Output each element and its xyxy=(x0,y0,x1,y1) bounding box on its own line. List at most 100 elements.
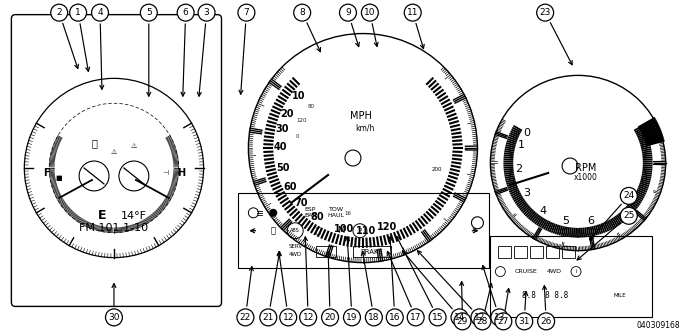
Bar xyxy=(562,246,575,258)
Text: 040309168: 040309168 xyxy=(637,321,681,330)
Text: 22: 22 xyxy=(240,313,251,322)
Circle shape xyxy=(404,4,421,21)
Text: 4WD: 4WD xyxy=(547,269,561,274)
Text: 6: 6 xyxy=(183,8,188,17)
Circle shape xyxy=(386,309,403,326)
Text: 14°F: 14°F xyxy=(121,211,147,221)
Text: 24: 24 xyxy=(623,191,634,200)
Text: BAS: BAS xyxy=(304,213,316,218)
Text: 70: 70 xyxy=(295,198,308,208)
Text: 7: 7 xyxy=(243,8,249,17)
Text: 19: 19 xyxy=(346,313,358,322)
Circle shape xyxy=(491,309,508,326)
Circle shape xyxy=(451,309,468,326)
Text: 3: 3 xyxy=(523,188,530,198)
Text: TOW: TOW xyxy=(328,207,344,212)
Circle shape xyxy=(538,313,554,330)
Text: ⛽: ⛽ xyxy=(91,138,97,148)
Text: 10: 10 xyxy=(292,91,306,101)
Circle shape xyxy=(344,309,361,326)
Bar xyxy=(238,193,489,268)
Text: 5: 5 xyxy=(562,216,569,226)
Bar xyxy=(316,246,336,257)
Text: ABS: ABS xyxy=(291,228,300,233)
Text: 5: 5 xyxy=(146,8,152,17)
Bar xyxy=(498,246,511,258)
Bar xyxy=(515,246,527,258)
Circle shape xyxy=(237,309,254,326)
Text: i: i xyxy=(575,269,577,274)
Circle shape xyxy=(260,309,277,326)
Text: 21: 21 xyxy=(262,313,274,322)
Circle shape xyxy=(69,4,87,21)
Text: ⊣: ⊣ xyxy=(163,170,169,176)
Text: 4: 4 xyxy=(539,206,546,216)
Text: FM 101.1-10: FM 101.1-10 xyxy=(80,223,148,233)
Circle shape xyxy=(471,309,488,326)
Text: 0: 0 xyxy=(295,134,299,139)
Text: ESP: ESP xyxy=(304,207,316,212)
Text: x1000: x1000 xyxy=(574,173,598,182)
Text: CRUISE: CRUISE xyxy=(515,269,538,274)
Text: 14: 14 xyxy=(454,313,465,322)
Text: 31: 31 xyxy=(519,317,530,326)
Text: 80: 80 xyxy=(310,212,324,221)
Text: 12: 12 xyxy=(474,313,485,322)
Text: 30: 30 xyxy=(109,313,120,322)
Text: 15: 15 xyxy=(432,313,443,322)
Text: BRAKE: BRAKE xyxy=(361,248,383,255)
Circle shape xyxy=(474,313,491,330)
Text: 1: 1 xyxy=(76,8,81,17)
Text: 0: 0 xyxy=(523,128,530,138)
Text: 11: 11 xyxy=(407,8,418,17)
Circle shape xyxy=(300,309,317,326)
Text: 12: 12 xyxy=(282,313,294,322)
Text: M: M xyxy=(337,226,345,235)
Circle shape xyxy=(51,4,67,21)
Circle shape xyxy=(620,207,638,224)
Text: 40: 40 xyxy=(273,142,287,152)
Circle shape xyxy=(269,209,278,217)
Text: 28: 28 xyxy=(477,317,488,326)
Circle shape xyxy=(365,309,383,326)
Text: 🧍: 🧍 xyxy=(315,226,321,235)
Circle shape xyxy=(620,187,638,204)
Circle shape xyxy=(537,4,554,21)
Circle shape xyxy=(407,309,424,326)
Text: 20: 20 xyxy=(324,313,336,322)
Circle shape xyxy=(495,313,512,330)
Text: 16: 16 xyxy=(344,211,352,215)
Text: 80: 80 xyxy=(308,104,315,109)
Text: 18: 18 xyxy=(368,313,380,322)
Circle shape xyxy=(361,4,379,21)
Text: ⚠: ⚠ xyxy=(131,143,137,149)
Text: 1: 1 xyxy=(518,140,525,150)
Text: 4: 4 xyxy=(97,8,103,17)
Text: P: P xyxy=(359,228,361,233)
Circle shape xyxy=(238,4,255,21)
Text: 2: 2 xyxy=(56,8,62,17)
Text: 110: 110 xyxy=(356,226,376,236)
Text: 120: 120 xyxy=(297,119,307,124)
Text: km/h: km/h xyxy=(355,124,374,133)
Circle shape xyxy=(280,309,297,326)
Text: 8: 8 xyxy=(300,8,305,17)
Text: SERV: SERV xyxy=(288,244,302,249)
Text: 9: 9 xyxy=(345,8,351,17)
Text: 16: 16 xyxy=(389,313,401,322)
Text: 200: 200 xyxy=(431,167,442,172)
Text: 12: 12 xyxy=(302,313,314,322)
Circle shape xyxy=(91,4,109,21)
Text: MPH: MPH xyxy=(350,111,372,121)
Circle shape xyxy=(294,4,311,21)
Text: 10: 10 xyxy=(364,8,376,17)
Bar xyxy=(530,246,543,258)
Text: HAUL: HAUL xyxy=(328,213,345,218)
Text: 27: 27 xyxy=(497,317,509,326)
Text: 4WD: 4WD xyxy=(289,252,302,257)
Text: 25: 25 xyxy=(623,211,635,220)
Text: 100: 100 xyxy=(334,224,354,233)
Text: ■: ■ xyxy=(56,175,63,181)
Text: 3: 3 xyxy=(204,8,210,17)
Text: 30: 30 xyxy=(275,125,289,135)
